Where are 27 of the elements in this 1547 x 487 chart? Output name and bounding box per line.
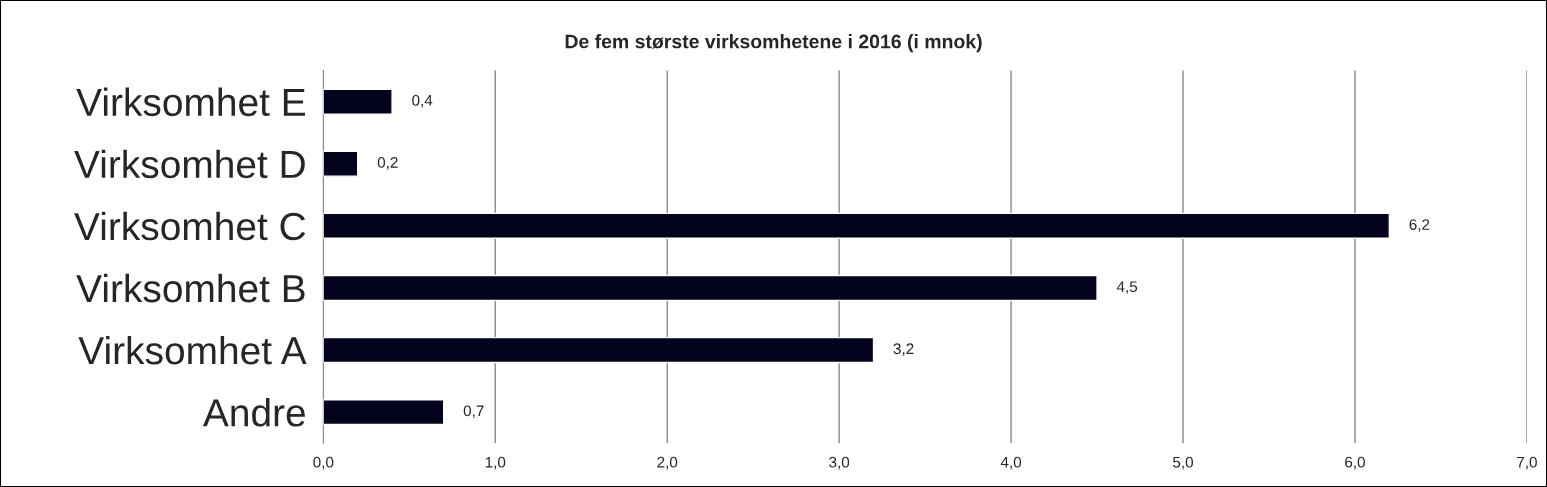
bar (323, 212, 1391, 239)
y-tick-label: Virksomhet B (76, 273, 305, 303)
bar (323, 336, 875, 364)
x-tick-label: 2,0 (657, 456, 678, 470)
x-tick-label: 3,0 (829, 456, 850, 470)
x-tick-label: 1,0 (485, 456, 506, 470)
y-tick-label: Virksomhet D (74, 149, 305, 179)
x-tick-label: 5,0 (1173, 456, 1194, 470)
data-label: 0,7 (463, 405, 484, 419)
x-tick-label: 7,0 (1517, 456, 1537, 470)
bar (323, 150, 359, 177)
data-label: 4,5 (1116, 281, 1138, 294)
bar (323, 88, 393, 115)
bar (323, 399, 445, 426)
y-tick-label: Virksomhet C (74, 211, 306, 241)
y-tick-label: Virksomhet A (78, 335, 307, 365)
x-tick-label: 6,0 (1345, 456, 1365, 470)
y-tick-label: Andre (202, 398, 305, 427)
x-tick-label: 4,0 (1000, 456, 1022, 470)
data-label: 0,2 (377, 157, 398, 170)
x-tick-label: 0,0 (313, 456, 334, 470)
data-label: 0,4 (412, 94, 433, 108)
data-label: 3,2 (893, 343, 914, 356)
bar (323, 274, 1098, 302)
data-label: 6,2 (1409, 219, 1430, 232)
y-tick-label: Virksomhet E (76, 87, 305, 117)
chart-title: De fem største virksomhetene i 2016 (i mnok) (565, 34, 982, 53)
